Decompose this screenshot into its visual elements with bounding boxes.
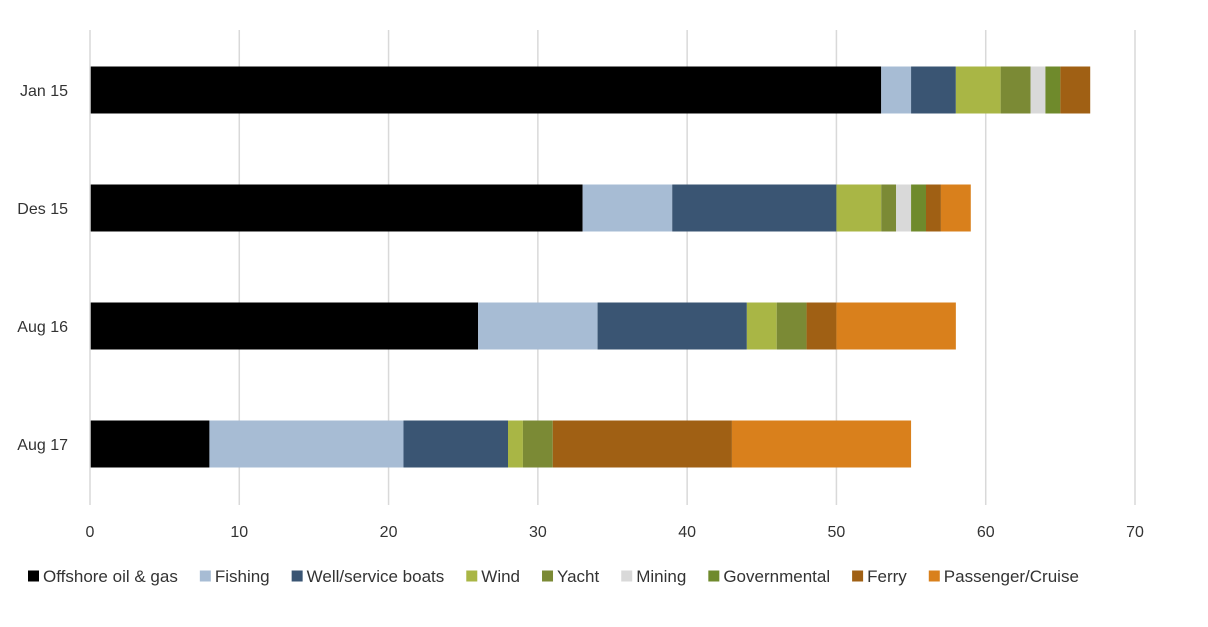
bar-segment [672, 184, 837, 232]
legend-swatch [621, 570, 633, 582]
x-tick-label: 60 [977, 524, 995, 541]
legend-swatch [928, 570, 940, 582]
bar-segment [896, 184, 912, 232]
category-label: Des 15 [17, 201, 68, 218]
x-tick-label: 30 [529, 524, 547, 541]
bar-segment [1000, 66, 1031, 114]
bar-segment [508, 420, 523, 468]
x-tick-label: 20 [380, 524, 398, 541]
bar-segment [806, 302, 837, 350]
bars [90, 66, 1091, 468]
x-tick-label: 70 [1126, 524, 1144, 541]
bar-segment [1060, 66, 1091, 114]
bar-segment [522, 420, 553, 468]
category-label: Aug 16 [17, 319, 68, 336]
bar-segment [926, 184, 941, 232]
legend-label: Wind [481, 567, 520, 586]
legend: Offshore oil & gas Fishing Well/service bo… [28, 567, 1079, 586]
bar-segment [403, 420, 508, 468]
x-tick-label: 10 [230, 524, 248, 541]
bar-segment [911, 184, 926, 232]
legend-swatch [28, 570, 39, 582]
bar-segment [731, 420, 912, 468]
legend-label: Fishing [215, 567, 270, 586]
legend-label: Ferry [867, 567, 907, 586]
bar-segment [552, 420, 732, 468]
legend-label: Governmental [723, 567, 830, 586]
bar-segment [881, 184, 897, 232]
bar-segment [940, 184, 971, 232]
legend-swatch [291, 570, 303, 582]
legend-swatch [466, 570, 478, 582]
bar-segment [1045, 66, 1061, 114]
bar-segment [209, 420, 404, 468]
bar-segment [582, 184, 673, 232]
bar-segment [955, 66, 1001, 114]
bar-segment [90, 184, 583, 232]
category-label: Aug 17 [17, 437, 68, 454]
legend-swatch [542, 570, 554, 582]
x-tick-label: 0 [86, 524, 95, 541]
bar-segment [911, 66, 956, 114]
bar-segment [597, 302, 747, 350]
bar-segment [90, 302, 479, 350]
bar-segment [836, 184, 882, 232]
bar-segment [90, 66, 882, 114]
legend-label: Mining [636, 567, 686, 586]
legend-swatch [708, 570, 720, 582]
bar-segment [1030, 66, 1046, 114]
legend-swatch [852, 570, 864, 582]
legend-label: Yacht [557, 567, 599, 586]
x-tick-label: 40 [678, 524, 696, 541]
bar-segment [90, 420, 210, 468]
bar-segment [746, 302, 777, 350]
bar-segment [478, 302, 598, 350]
legend-swatch [199, 570, 211, 582]
bar-segment [836, 302, 956, 350]
category-label: Jan 15 [20, 83, 68, 100]
x-tick-label: 50 [828, 524, 846, 541]
axis: 0 10 20 30 40 50 60 70 Jan 15 Des 15 Aug 16 Aug 17 [17, 30, 1144, 541]
legend-label: Offshore oil & gas [43, 567, 178, 586]
legend-label: Well/service boats [307, 567, 445, 586]
legend-label: Passenger/Cruise [944, 567, 1079, 586]
bar-segment [881, 66, 912, 114]
bar-segment [776, 302, 807, 350]
